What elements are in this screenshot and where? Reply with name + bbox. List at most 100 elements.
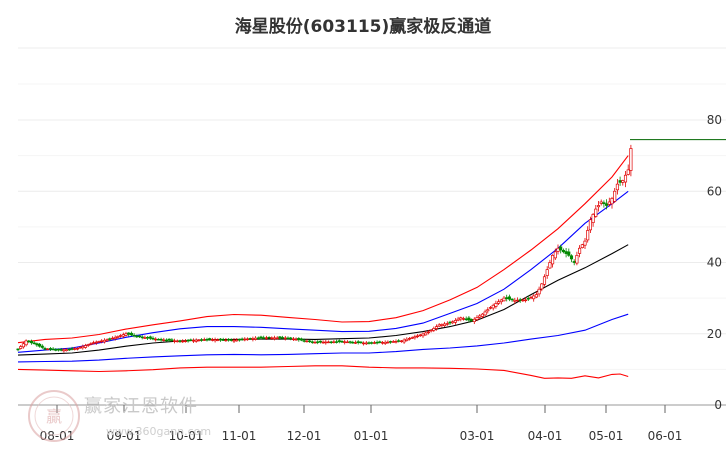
candle-body — [588, 219, 592, 231]
candle-body — [164, 339, 169, 342]
candle-body — [183, 340, 187, 343]
candle-body — [370, 342, 374, 344]
candle-body — [121, 334, 125, 337]
candle-body — [464, 318, 468, 321]
candle-body — [321, 341, 325, 344]
candle-body — [561, 249, 565, 253]
candle-body — [264, 337, 268, 339]
candle-body — [256, 337, 260, 339]
candle-body — [475, 317, 479, 320]
candle-body — [202, 339, 206, 341]
candle-body — [618, 180, 622, 183]
candle-body — [559, 246, 563, 251]
watermark-url: www.360gann.com — [106, 425, 212, 438]
y-tick-label: 60 — [707, 184, 722, 198]
svg-text:贏: 贏 — [46, 407, 62, 426]
candle-body — [132, 334, 136, 337]
band-upper-band — [17, 155, 629, 344]
candle-body — [623, 174, 628, 183]
candle-body — [297, 338, 301, 341]
candle-body — [507, 296, 511, 300]
candle-body — [413, 336, 417, 339]
candle-body — [21, 343, 25, 348]
candle-body — [294, 338, 298, 341]
candle-body — [110, 337, 115, 340]
candle-body — [205, 339, 209, 341]
candle-body — [432, 328, 436, 331]
candle-body — [329, 341, 333, 344]
candle-body — [32, 342, 36, 345]
candle-body — [405, 338, 409, 341]
candle-body — [313, 341, 317, 344]
candle-body — [116, 336, 120, 338]
candle-body — [567, 251, 571, 256]
candle-body — [424, 332, 428, 336]
candle-body — [124, 333, 128, 336]
candle-body — [208, 338, 212, 340]
candle-body — [100, 340, 104, 343]
chart-title: 海星股份(603115)赢家极反通道 — [234, 17, 492, 37]
channel-bands — [17, 155, 629, 379]
candle-body — [286, 337, 290, 340]
candle-body — [113, 336, 117, 339]
candle-body — [318, 340, 322, 343]
y-tick-label: 20 — [707, 327, 722, 341]
candle-body — [583, 240, 587, 246]
candle-body — [594, 208, 598, 217]
candle-body — [478, 315, 482, 318]
candle-body — [348, 341, 352, 343]
x-tick-label: 04-01 — [528, 429, 563, 443]
candle-body — [494, 303, 498, 307]
candle-body — [372, 342, 376, 344]
candle-body — [16, 348, 20, 351]
candle-body — [451, 321, 455, 324]
candle-body — [24, 340, 28, 346]
candle-body — [94, 341, 98, 344]
candle-body — [102, 339, 106, 343]
candle-body — [218, 338, 223, 341]
candle-body — [283, 337, 287, 340]
candle-body — [148, 336, 152, 339]
candlesticks — [16, 144, 633, 353]
candle-body — [397, 340, 401, 342]
candle-body — [626, 169, 630, 175]
candle-body — [162, 339, 166, 342]
candle-body — [443, 323, 447, 327]
candle-body — [440, 324, 444, 326]
candle-body — [629, 148, 633, 171]
candle-body — [194, 339, 198, 342]
candle-body — [81, 346, 85, 349]
candle-body — [254, 337, 258, 340]
candle-body — [67, 348, 71, 351]
candle-body — [316, 341, 320, 343]
band-mid-band — [17, 244, 629, 356]
candle-body — [480, 313, 484, 317]
candle-body — [524, 299, 528, 302]
candle-body — [173, 340, 177, 342]
candle-body — [332, 341, 336, 343]
candle-body — [299, 338, 304, 341]
candle-body — [159, 338, 163, 341]
candle-body — [83, 345, 88, 348]
candle-body — [461, 318, 466, 320]
candle-body — [534, 294, 538, 298]
candle-body — [175, 340, 179, 343]
candle-body — [232, 339, 236, 342]
candle-body — [70, 348, 74, 350]
candle-body — [505, 297, 509, 300]
candle-body — [308, 340, 312, 342]
candle-body — [518, 299, 522, 301]
candle-body — [197, 339, 201, 342]
band-lower-band — [17, 365, 629, 379]
candle-body — [278, 336, 282, 339]
candle-body — [337, 340, 341, 343]
candle-body — [569, 255, 574, 260]
candle-body — [51, 348, 55, 351]
candle-body — [224, 339, 228, 342]
candle-body — [345, 341, 349, 344]
y-tick-label: 40 — [707, 256, 722, 270]
candle-body — [529, 296, 533, 299]
band-mid-upper-band — [17, 190, 629, 353]
candle-body — [394, 341, 398, 343]
